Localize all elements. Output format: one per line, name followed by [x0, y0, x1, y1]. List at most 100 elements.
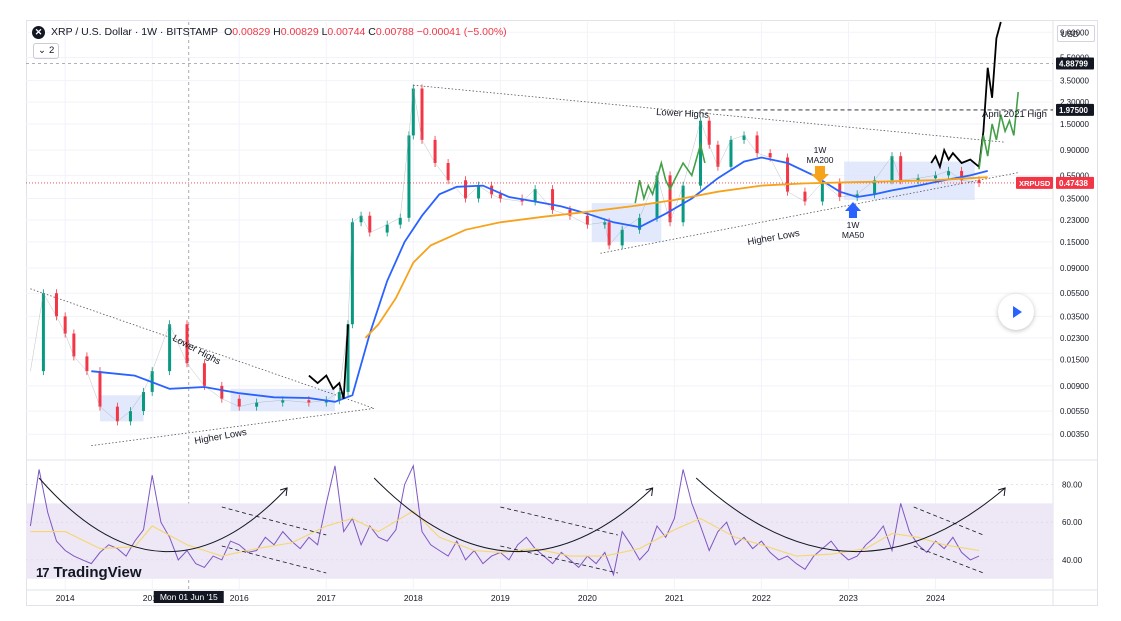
rsi-series-rsi	[29, 464, 980, 577]
y-tick-label: 2.30000	[1060, 98, 1089, 107]
play-icon	[1013, 306, 1022, 318]
y-tick-label: 1.50000	[1060, 120, 1089, 129]
price-candle-body	[464, 180, 468, 199]
price-candle-body	[220, 385, 224, 399]
currency-selector[interactable]: USD	[1057, 25, 1095, 42]
trend-line	[413, 84, 1006, 143]
crosshair-date-bg	[153, 591, 224, 603]
ohlc-value: 0.00829	[232, 26, 274, 38]
price-candle-body	[873, 180, 877, 195]
annotation-ma50-2: MA50	[842, 230, 864, 240]
price-candle-body	[446, 163, 450, 181]
tradingview-logo[interactable]: 17 TradingView	[36, 564, 142, 581]
price-candle-body	[916, 178, 920, 181]
pattern-zone	[99, 395, 144, 422]
price-candle-body	[786, 157, 790, 192]
rsi-y-tick-label: 80.00	[1062, 481, 1083, 490]
price-candle-body	[768, 153, 772, 158]
price-candle-body	[838, 182, 842, 198]
y-tick-label: 9.00000	[1060, 28, 1089, 37]
annotation-ma200-1: 1W	[814, 145, 827, 155]
ohlc-value: 0.00829	[280, 26, 322, 38]
price-candle-body	[411, 88, 415, 136]
indicator-count: 2	[48, 45, 55, 56]
rsi-channel-line	[500, 506, 618, 536]
price-label-bg	[1056, 103, 1094, 116]
price-candle-body	[128, 411, 132, 422]
price-candle-body	[533, 189, 537, 202]
price-candle-body	[855, 194, 859, 198]
ohlc-value: 0.00744	[327, 26, 369, 38]
price-label-bg	[1056, 176, 1094, 189]
price-candle-body	[638, 217, 642, 230]
indicator-toggle[interactable]: ⌄ 2	[33, 43, 60, 59]
rsi-y-tick-label: 60.00	[1062, 518, 1083, 527]
series-proj_black_new	[930, 21, 1002, 170]
price-candle-body	[350, 222, 354, 325]
price-candle-body	[655, 175, 659, 218]
y-tick-label: 0.23000	[1060, 216, 1089, 225]
price-candle-body	[346, 324, 350, 392]
chart-header: ✕ XRP / U.S. Dollar · 1W · BITSTAMP O0.0…	[32, 24, 507, 40]
tradingview-logo-icon: 17	[36, 565, 50, 580]
price-label-name-bg	[1016, 176, 1053, 189]
price-candle-body	[420, 88, 424, 140]
price-candle-body	[98, 371, 102, 407]
price-candle-body	[820, 182, 824, 202]
price-candle-body	[41, 293, 45, 372]
price-candle-body	[755, 135, 759, 154]
price-label-name: XRPUSD	[1019, 179, 1051, 188]
price-candle-body	[185, 324, 189, 364]
annotation-higher-lows-2: Higher Lows	[747, 228, 801, 248]
x-tick-label: 2024	[926, 593, 945, 603]
rsi-channel-line	[221, 545, 327, 574]
price-candle-body	[385, 224, 389, 233]
price-candle-body	[281, 400, 285, 403]
price-candle-body	[407, 135, 411, 218]
price-candle-body	[803, 191, 807, 202]
x-tick-label: 2018	[404, 593, 423, 603]
cycle-arc	[373, 477, 653, 553]
crosshair-date-label: Mon 01 Jun '15	[160, 592, 218, 602]
annotation-ma50-1: 1W	[847, 220, 860, 230]
price-candle-body	[141, 391, 145, 412]
price-candle-body	[729, 139, 733, 167]
symbol-title[interactable]: XRP / U.S. Dollar · 1W · BITSTAMP	[51, 26, 219, 38]
y-tick-label: 0.09000	[1060, 264, 1089, 273]
series-proj_black_old	[308, 324, 349, 399]
price-candle-body	[307, 400, 311, 403]
price-candle-body	[398, 217, 402, 225]
price-candle-body	[433, 139, 437, 164]
y-tick-label: 0.01500	[1060, 356, 1089, 365]
price-candle-body	[716, 144, 720, 167]
price-candle-body	[54, 293, 58, 317]
y-tick-label: 3.50000	[1060, 77, 1089, 86]
y-tick-label: 0.00900	[1060, 382, 1089, 391]
series-ma200	[364, 176, 988, 339]
price-candle-body	[85, 356, 89, 372]
price-label: 4.88799	[1059, 60, 1088, 69]
price-candle-body	[115, 406, 119, 422]
price-candle-body	[620, 229, 624, 246]
cycle-arrow-icon	[279, 487, 288, 497]
price-candle-body	[699, 120, 703, 186]
price-candle-body	[498, 194, 502, 199]
price-candle-body	[255, 402, 259, 407]
price-candle-body	[934, 175, 938, 179]
price-series	[30, 88, 980, 422]
annotation-ma200-2: MA200	[807, 155, 834, 165]
ma50-arrow-icon	[845, 202, 861, 218]
rsi-series-rsi_ma	[30, 510, 980, 557]
price-candle-body	[568, 209, 572, 216]
ohlc-key: L	[321, 26, 328, 38]
ohlc-key: C	[368, 26, 376, 38]
ohlc-readout: O0.00829 H0.00829 L0.00744 C0.00788 −0.0…	[224, 26, 507, 38]
y-tick-label: 0.35000	[1060, 194, 1089, 203]
tradingview-logo-text: TradingView	[53, 564, 142, 581]
price-candle-body	[607, 222, 611, 246]
price-candle-body	[585, 215, 589, 225]
price-candle-body	[72, 333, 76, 357]
price-label: 0.47438	[1059, 179, 1088, 188]
play-button[interactable]	[998, 294, 1034, 330]
